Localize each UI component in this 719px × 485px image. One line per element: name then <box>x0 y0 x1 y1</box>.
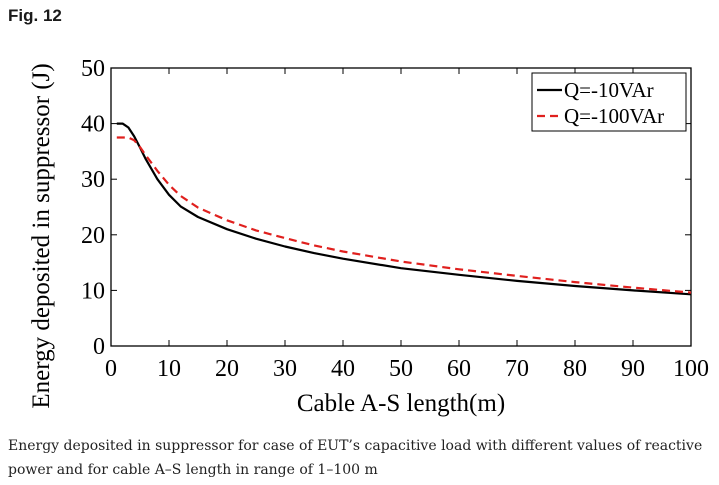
y-tick-label: 30 <box>81 167 105 193</box>
series-line-1 <box>116 122 692 296</box>
x-tick-label: 0 <box>105 356 117 382</box>
series-line-2 <box>116 136 692 294</box>
y-tick-label: 10 <box>81 278 105 304</box>
x-tick-label: 30 <box>273 356 297 382</box>
y-tick-label: 50 <box>81 56 105 82</box>
figure-label: Fig. 12 <box>8 6 62 25</box>
x-tick-label: 100 <box>673 356 709 382</box>
legend-label-2: Q=-100VAr <box>564 104 664 128</box>
y-tick-label: 0 <box>93 334 105 360</box>
y-tick-label: 20 <box>81 223 105 249</box>
x-tick-label: 70 <box>505 356 529 382</box>
y-tick-label: 40 <box>81 112 105 138</box>
x-axis-label: Cable A-S length(m) <box>297 390 505 417</box>
x-tick-label: 40 <box>331 356 355 382</box>
line-chart: 0 10 20 30 40 50 60 70 80 90 100 0 10 20 30 40 50 Q=-10V… <box>28 56 709 417</box>
y-axis-label: Energy deposited in suppressor (J) <box>28 63 55 408</box>
x-tick-label: 90 <box>621 356 645 382</box>
figure-caption: Energy deposited in suppressor for case … <box>8 438 703 478</box>
chart-series <box>116 122 692 296</box>
legend-box <box>531 72 687 132</box>
x-tick-label: 80 <box>563 356 587 382</box>
legend-label-1: Q=-10VAr <box>564 78 654 102</box>
x-tick-label: 10 <box>157 356 181 382</box>
chart-ticks: 0 10 20 30 40 50 60 70 80 90 100 0 10 20 30 40 50 <box>81 56 709 382</box>
x-tick-label: 60 <box>447 356 471 382</box>
x-tick-label: 50 <box>389 356 413 382</box>
x-tick-label: 20 <box>215 356 239 382</box>
